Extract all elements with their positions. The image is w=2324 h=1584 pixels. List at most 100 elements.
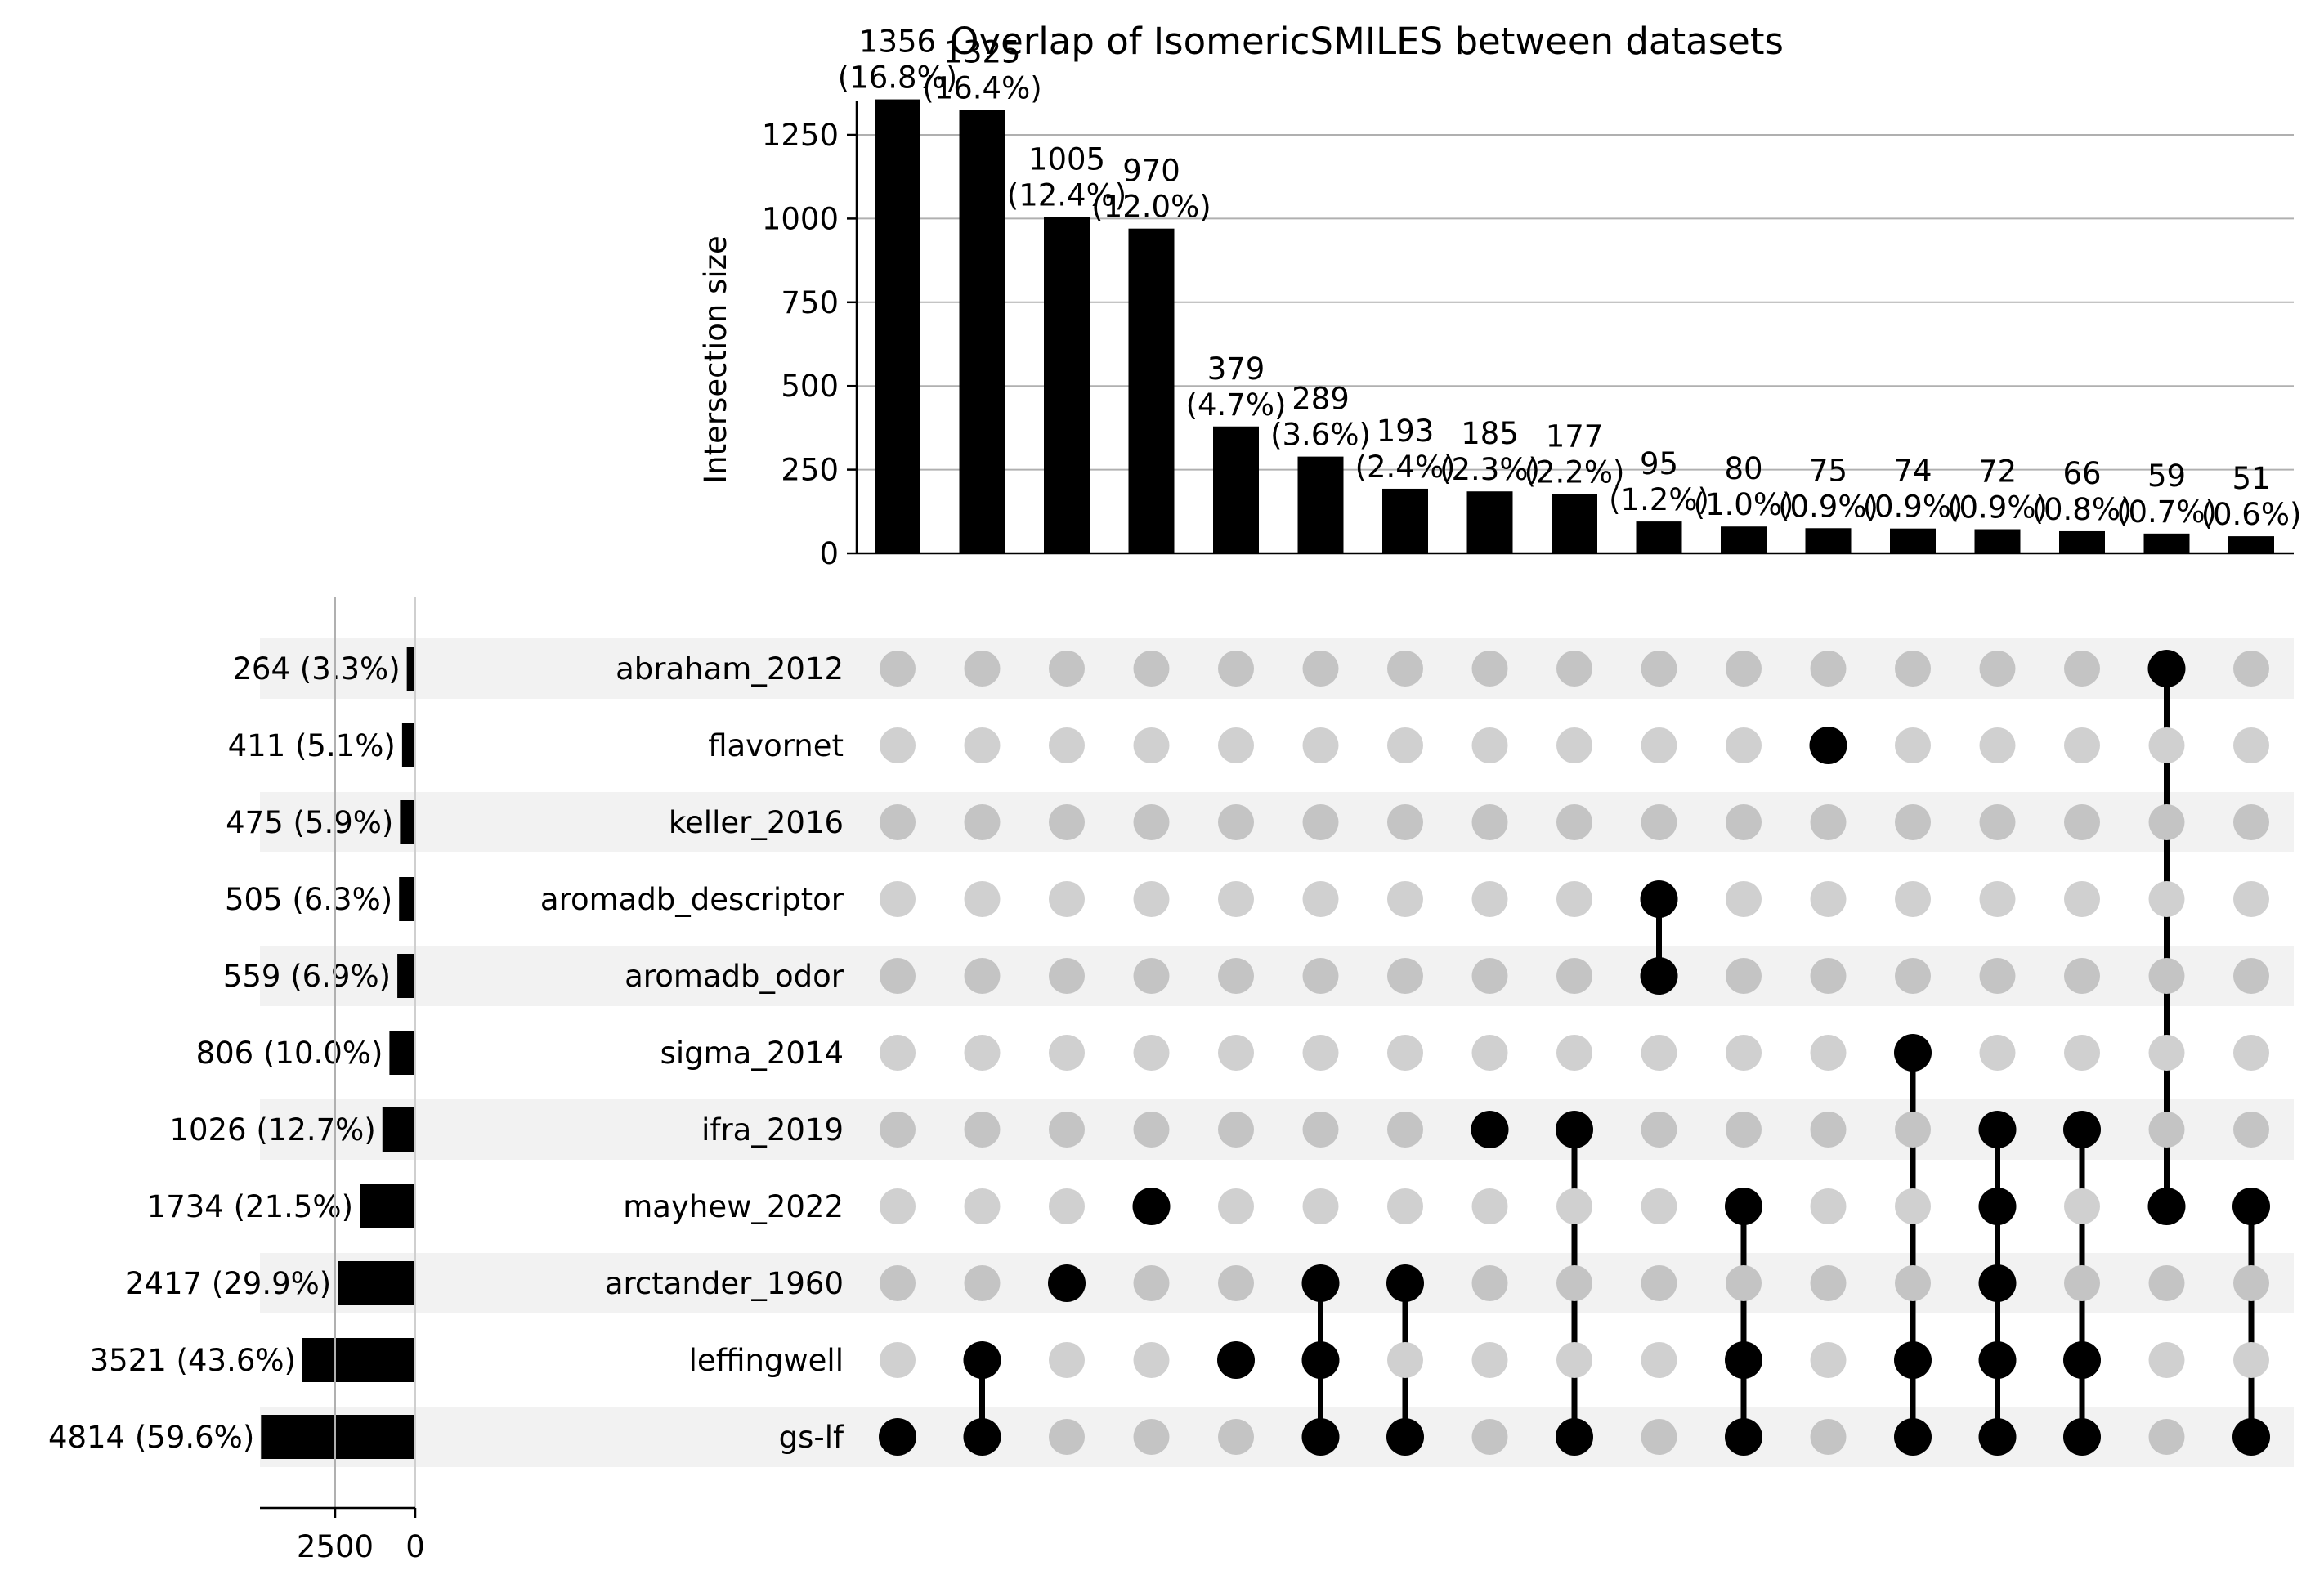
matrix-dot-inactive-2-abraham_2012 — [1049, 651, 1085, 687]
matrix-dot-inactive-6-flavornet — [1387, 727, 1423, 763]
matrix-dot-active-11-flavornet — [1809, 727, 1847, 764]
matrix-dot-inactive-7-aromadb_descriptor — [1471, 881, 1508, 917]
set-total-bar-sigma_2014 — [389, 1031, 415, 1075]
matrix-dot-active-14-leffingwell — [2063, 1341, 2101, 1379]
matrix-dot-inactive-0-aromadb_odor — [880, 958, 916, 994]
matrix-dot-inactive-7-mayhew_2022 — [1471, 1188, 1508, 1224]
bar-percent-label-9: (1.2%) — [1609, 482, 1709, 517]
matrix-dot-inactive-11-aromadb_odor — [1810, 958, 1847, 994]
y-tick-label-1250: 1250 — [762, 118, 839, 153]
set-total-bar-aromadb_odor — [397, 954, 415, 998]
matrix-dot-inactive-2-gs-lf — [1049, 1419, 1085, 1455]
matrix-dot-active-13-gs-lf — [1978, 1418, 2017, 1456]
matrix-dot-inactive-9-arctander_1960 — [1641, 1265, 1677, 1301]
set-total-bar-arctander_1960 — [338, 1261, 415, 1305]
matrix-dot-inactive-9-abraham_2012 — [1641, 651, 1677, 687]
matrix-dot-active-7-ifra_2019 — [1471, 1111, 1509, 1148]
intersection-bar-9 — [1636, 521, 1682, 553]
matrix-dot-inactive-7-keller_2016 — [1471, 804, 1508, 840]
set-total-bar-leffingwell — [302, 1338, 415, 1382]
intersection-bar-10 — [1721, 526, 1767, 553]
matrix-dot-inactive-2-keller_2016 — [1049, 804, 1085, 840]
matrix-dot-inactive-11-arctander_1960 — [1810, 1265, 1847, 1301]
intersection-matrix — [879, 650, 2270, 1456]
matrix-dot-inactive-3-gs-lf — [1133, 1419, 1170, 1455]
matrix-dot-active-13-arctander_1960 — [1978, 1264, 2017, 1302]
set-total-label-flavornet: 411 (5.1%) — [228, 728, 396, 763]
set-label-arctander_1960: arctander_1960 — [605, 1266, 844, 1301]
bar-percent-label-6: (2.4%) — [1355, 450, 1456, 485]
y-tick-label-750: 750 — [781, 285, 839, 320]
intersection-bar-1 — [959, 110, 1005, 553]
bar-value-label-0: 1356 — [859, 25, 936, 60]
matrix-dot-inactive-10-sigma_2014 — [1726, 1035, 1762, 1071]
matrix-dot-inactive-3-aromadb_descriptor — [1133, 881, 1170, 917]
matrix-dot-inactive-0-aromadb_descriptor — [880, 881, 916, 917]
matrix-dot-active-5-gs-lf — [1301, 1418, 1340, 1456]
matrix-dot-inactive-11-ifra_2019 — [1810, 1112, 1847, 1148]
matrix-dot-active-2-arctander_1960 — [1048, 1264, 1086, 1302]
matrix-dot-inactive-5-keller_2016 — [1302, 804, 1339, 840]
matrix-dot-inactive-7-gs-lf — [1471, 1419, 1508, 1455]
set-label-keller_2016: keller_2016 — [669, 805, 844, 840]
matrix-dot-inactive-10-abraham_2012 — [1726, 651, 1762, 687]
set-labels: abraham_2012 flavornet keller_2016 aromadb_… — [540, 651, 844, 1455]
intersection-bar-7 — [1466, 491, 1513, 553]
matrix-dot-inactive-15-leffingwell — [2148, 1342, 2185, 1378]
set-label-mayhew_2022: mayhew_2022 — [623, 1189, 844, 1224]
matrix-dot-inactive-6-mayhew_2022 — [1387, 1188, 1423, 1224]
matrix-dot-inactive-1-aromadb_descriptor — [964, 881, 1001, 917]
matrix-dot-inactive-15-aromadb_odor — [2148, 958, 2185, 994]
set-label-leffingwell: leffingwell — [689, 1343, 844, 1378]
bar-value-label-5: 289 — [1292, 382, 1350, 417]
matrix-dot-inactive-13-aromadb_odor — [1979, 958, 2016, 994]
intersection-bar-4 — [1213, 426, 1259, 553]
matrix-dot-inactive-8-mayhew_2022 — [1556, 1188, 1592, 1224]
intersection-y-axis: 0 250 500 750 1000 1250 — [762, 101, 2294, 571]
matrix-dot-active-10-leffingwell — [1725, 1341, 1762, 1379]
matrix-dot-inactive-9-mayhew_2022 — [1641, 1188, 1677, 1224]
bar-value-label-2: 1005 — [1028, 141, 1105, 177]
matrix-dot-active-3-mayhew_2022 — [1132, 1188, 1171, 1225]
bar-percent-label-5: (3.6%) — [1270, 418, 1371, 453]
bar-value-label-4: 379 — [1207, 351, 1265, 387]
matrix-dot-inactive-4-aromadb_descriptor — [1218, 881, 1254, 917]
matrix-dot-inactive-7-arctander_1960 — [1471, 1265, 1508, 1301]
matrix-dot-active-14-gs-lf — [2063, 1418, 2101, 1456]
y-tick-label-1000: 1000 — [762, 201, 839, 236]
bar-percent-label-15: (0.7%) — [2116, 494, 2217, 530]
set-total-label-keller_2016: 475 (5.9%) — [226, 805, 393, 840]
matrix-dot-active-8-gs-lf — [1556, 1418, 1593, 1456]
intersection-bar-8 — [1552, 494, 1597, 553]
matrix-dot-active-6-gs-lf — [1386, 1418, 1424, 1456]
row-shade-keller_2016 — [260, 792, 2294, 852]
matrix-dot-inactive-13-flavornet — [1979, 727, 2016, 763]
matrix-dot-inactive-9-keller_2016 — [1641, 804, 1677, 840]
matrix-dot-inactive-4-arctander_1960 — [1218, 1265, 1254, 1301]
intersection-bar-14 — [2059, 530, 2105, 553]
matrix-dot-inactive-6-aromadb_descriptor — [1387, 881, 1423, 917]
matrix-dot-inactive-6-leffingwell — [1387, 1342, 1423, 1378]
matrix-dot-inactive-2-sigma_2014 — [1049, 1035, 1085, 1071]
matrix-dot-active-15-mayhew_2022 — [2147, 1188, 2186, 1225]
matrix-dot-inactive-10-flavornet — [1726, 727, 1762, 763]
matrix-dot-active-9-aromadb_odor — [1640, 957, 1678, 995]
matrix-dot-inactive-2-flavornet — [1049, 727, 1085, 763]
set-total-label-abraham_2012: 264 (3.3%) — [232, 651, 400, 687]
matrix-dot-inactive-1-abraham_2012 — [964, 651, 1001, 687]
matrix-dot-inactive-0-sigma_2014 — [880, 1035, 916, 1071]
matrix-dot-inactive-1-arctander_1960 — [964, 1265, 1001, 1301]
intersection-bar-3 — [1128, 228, 1175, 553]
matrix-dot-inactive-11-mayhew_2022 — [1810, 1188, 1847, 1224]
intersection-bar-6 — [1382, 488, 1428, 553]
bar-value-label-15: 59 — [2147, 459, 2186, 494]
y-tick-label-250: 250 — [781, 453, 839, 488]
matrix-dot-inactive-8-abraham_2012 — [1556, 651, 1592, 687]
matrix-dot-inactive-4-aromadb_odor — [1218, 958, 1254, 994]
matrix-dot-inactive-8-leffingwell — [1556, 1342, 1592, 1378]
matrix-dot-inactive-4-sigma_2014 — [1218, 1035, 1254, 1071]
matrix-dot-inactive-9-sigma_2014 — [1641, 1035, 1677, 1071]
gridlines — [857, 134, 2294, 471]
matrix-dot-inactive-3-sigma_2014 — [1133, 1035, 1170, 1071]
